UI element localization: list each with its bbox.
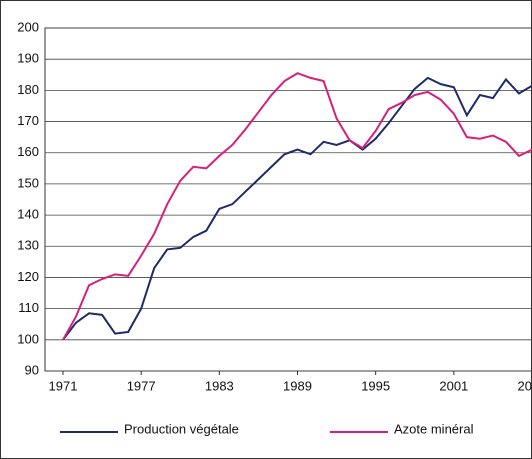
y-tick-label: 120 bbox=[17, 269, 39, 284]
y-tick-label: 180 bbox=[17, 82, 39, 97]
legend-label: Production végétale bbox=[124, 421, 239, 436]
y-tick-label: 160 bbox=[17, 144, 39, 159]
y-tick-label: 100 bbox=[17, 331, 39, 346]
y-tick-label: 110 bbox=[18, 300, 39, 315]
y-tick-label: 90 bbox=[25, 362, 39, 377]
series-line bbox=[62, 76, 532, 341]
legend-label: Azote minéral bbox=[394, 421, 474, 436]
y-tick-label: 200 bbox=[17, 19, 39, 34]
x-tick-label: 2001 bbox=[439, 378, 468, 393]
y-tick-label: 170 bbox=[17, 113, 39, 128]
y-tick-label: 150 bbox=[17, 175, 39, 190]
x-tick-label: 1977 bbox=[127, 378, 156, 393]
y-tick-label: 140 bbox=[17, 207, 39, 222]
y-tick-label: 190 bbox=[17, 51, 39, 66]
x-tick-label: 2007 bbox=[518, 378, 532, 393]
x-tick-label: 1995 bbox=[361, 378, 390, 393]
y-tick-label: 130 bbox=[17, 238, 39, 253]
x-tick-label: 1989 bbox=[283, 378, 312, 393]
x-tick-label: 1971 bbox=[49, 378, 78, 393]
x-tick-label: 1983 bbox=[205, 378, 234, 393]
series-line bbox=[62, 72, 532, 341]
